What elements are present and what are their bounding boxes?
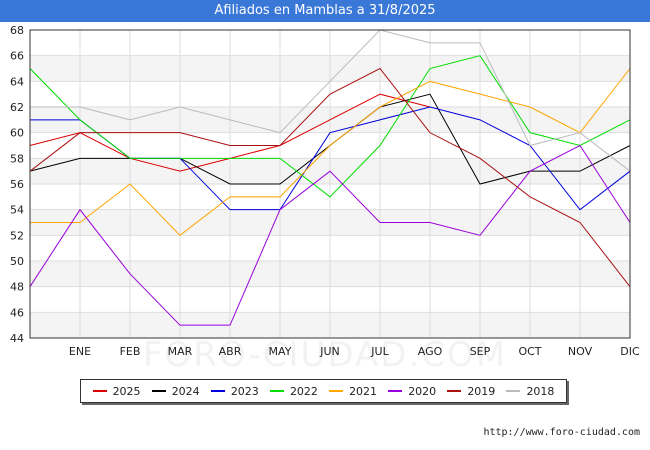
y-tick-label: 66 bbox=[10, 50, 24, 63]
legend-label: 2025 bbox=[112, 384, 141, 398]
legend-label: 2020 bbox=[408, 384, 437, 398]
x-tick-label: ABR bbox=[219, 345, 242, 358]
legend-item-2019: 2019 bbox=[447, 385, 495, 398]
y-tick-label: 56 bbox=[10, 178, 24, 191]
legend-swatch bbox=[447, 390, 462, 392]
legend-swatch bbox=[210, 390, 225, 392]
legend-swatch bbox=[388, 390, 403, 392]
series-line-2019 bbox=[29, 67, 631, 287]
x-tick-label: JUN bbox=[319, 345, 340, 358]
legend-swatch bbox=[506, 390, 521, 392]
y-tick-label: 60 bbox=[10, 127, 24, 140]
y-tick-label: 58 bbox=[10, 152, 24, 165]
x-tick-label: AGO bbox=[418, 345, 443, 358]
series-line-2021 bbox=[30, 68, 631, 237]
y-tick-label: 68 bbox=[10, 24, 24, 37]
y-tick-label: 44 bbox=[10, 332, 24, 345]
legend-item-2024: 2024 bbox=[151, 384, 200, 398]
x-tick-label: NOV bbox=[568, 345, 593, 358]
y-tick-label: 48 bbox=[10, 281, 24, 294]
legend-swatch bbox=[329, 390, 344, 392]
series-lines bbox=[29, 29, 631, 326]
legend-swatch bbox=[269, 390, 284, 392]
legend-label: 2019 bbox=[467, 384, 496, 398]
y-tick-label: 52 bbox=[10, 229, 24, 242]
y-axis-ticks: 44 46 48 50 52 54 56 58 60 62 64 66 68 bbox=[10, 24, 24, 345]
legend-item-2021: 2021 bbox=[329, 385, 377, 398]
x-tick-label: MAR bbox=[168, 345, 193, 358]
source-url[interactable]: http://www.foro-ciudad.com bbox=[483, 427, 640, 438]
plot-frame bbox=[29, 29, 631, 339]
legend-item-2022: 2022 bbox=[269, 384, 318, 398]
y-tick-label: 62 bbox=[10, 101, 24, 114]
x-tick-label: SEP bbox=[470, 345, 491, 358]
legend-label: 2022 bbox=[289, 384, 318, 398]
legend: 2025 2024 2023 2022 2021 2020 2019 2018 bbox=[80, 379, 567, 403]
x-tick-label: OCT bbox=[518, 345, 541, 358]
legend-item-2025: 2025 bbox=[92, 384, 141, 398]
x-tick-label: JUL bbox=[370, 345, 389, 358]
legend-label: 2024 bbox=[171, 384, 200, 398]
legend-item-2020: 2020 bbox=[388, 385, 436, 398]
legend-label: 2021 bbox=[349, 384, 378, 398]
chart-title: Afiliados en Mamblas a 31/8/2025 bbox=[0, 0, 650, 22]
x-tick-label: FEB bbox=[120, 345, 141, 358]
series-line-2018 bbox=[30, 29, 631, 172]
legend-item-2023: 2023 bbox=[210, 384, 259, 398]
y-tick-label: 46 bbox=[10, 306, 24, 319]
legend-label: 2023 bbox=[230, 384, 259, 398]
y-tick-label: 50 bbox=[10, 255, 24, 268]
watermark: FORO-CIUDAD.COM bbox=[142, 335, 508, 375]
x-tick-label: MAY bbox=[269, 345, 292, 358]
series-line-2020 bbox=[29, 144, 631, 326]
legend-item-2018: 2018 bbox=[506, 385, 554, 398]
y-tick-label: 54 bbox=[10, 204, 24, 217]
legend-swatch bbox=[151, 390, 166, 392]
legend-label: 2018 bbox=[526, 384, 555, 398]
series-line-2022 bbox=[29, 55, 631, 198]
x-tick-label: DIC bbox=[620, 345, 640, 358]
x-tick-label: ENE bbox=[69, 345, 91, 358]
legend-swatch bbox=[92, 390, 107, 392]
y-tick-label: 64 bbox=[10, 75, 24, 88]
x-axis-ticks: ENE FEB MAR ABR MAY JUN JUL AGO SEP OCT NOV DIC bbox=[69, 345, 640, 358]
